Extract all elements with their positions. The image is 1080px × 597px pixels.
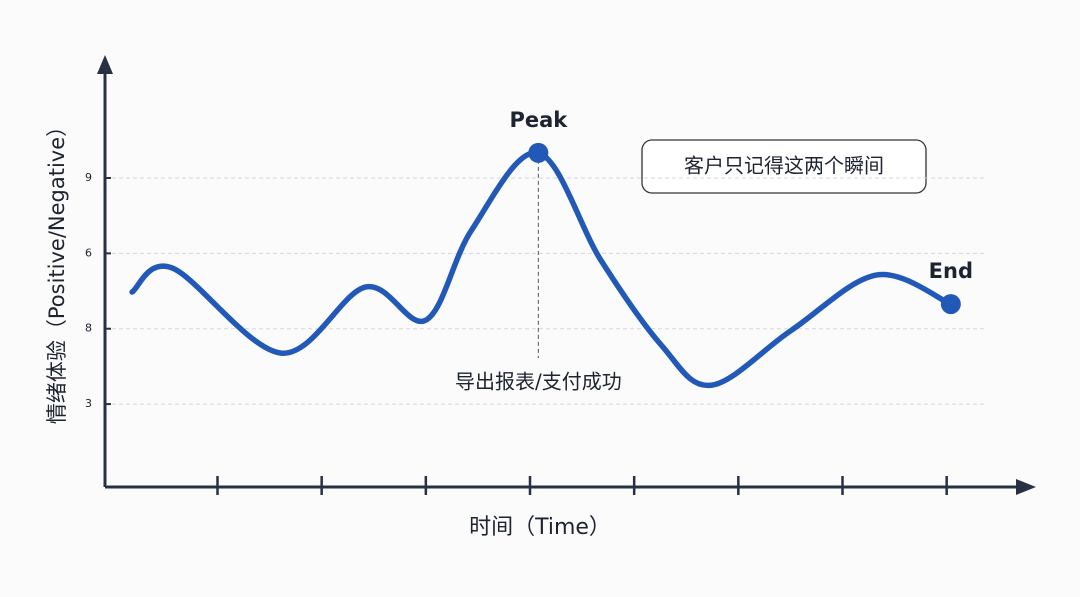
highlight-label: Peak [509,108,568,132]
highlight-dot [528,142,549,163]
x-axis-label: 时间（Time） [469,515,611,540]
y-arrow [97,55,113,74]
callout-text: 客户只记得这两个瞬间 [684,154,884,178]
highlight-label: End [929,259,973,283]
y-tick-label: 3 [85,397,92,410]
callout-box [641,139,927,194]
highlight-dot [940,294,961,315]
y-tick-label: 6 [85,246,92,259]
peak-note: 导出报表/支付成功 [455,370,622,394]
x-arrow [1016,479,1036,495]
y-axis-label: 情绪体验（Positive/Negative） [45,116,69,424]
y-tick-label: 9 [85,171,92,184]
y-tick-label: 8 [85,322,92,335]
